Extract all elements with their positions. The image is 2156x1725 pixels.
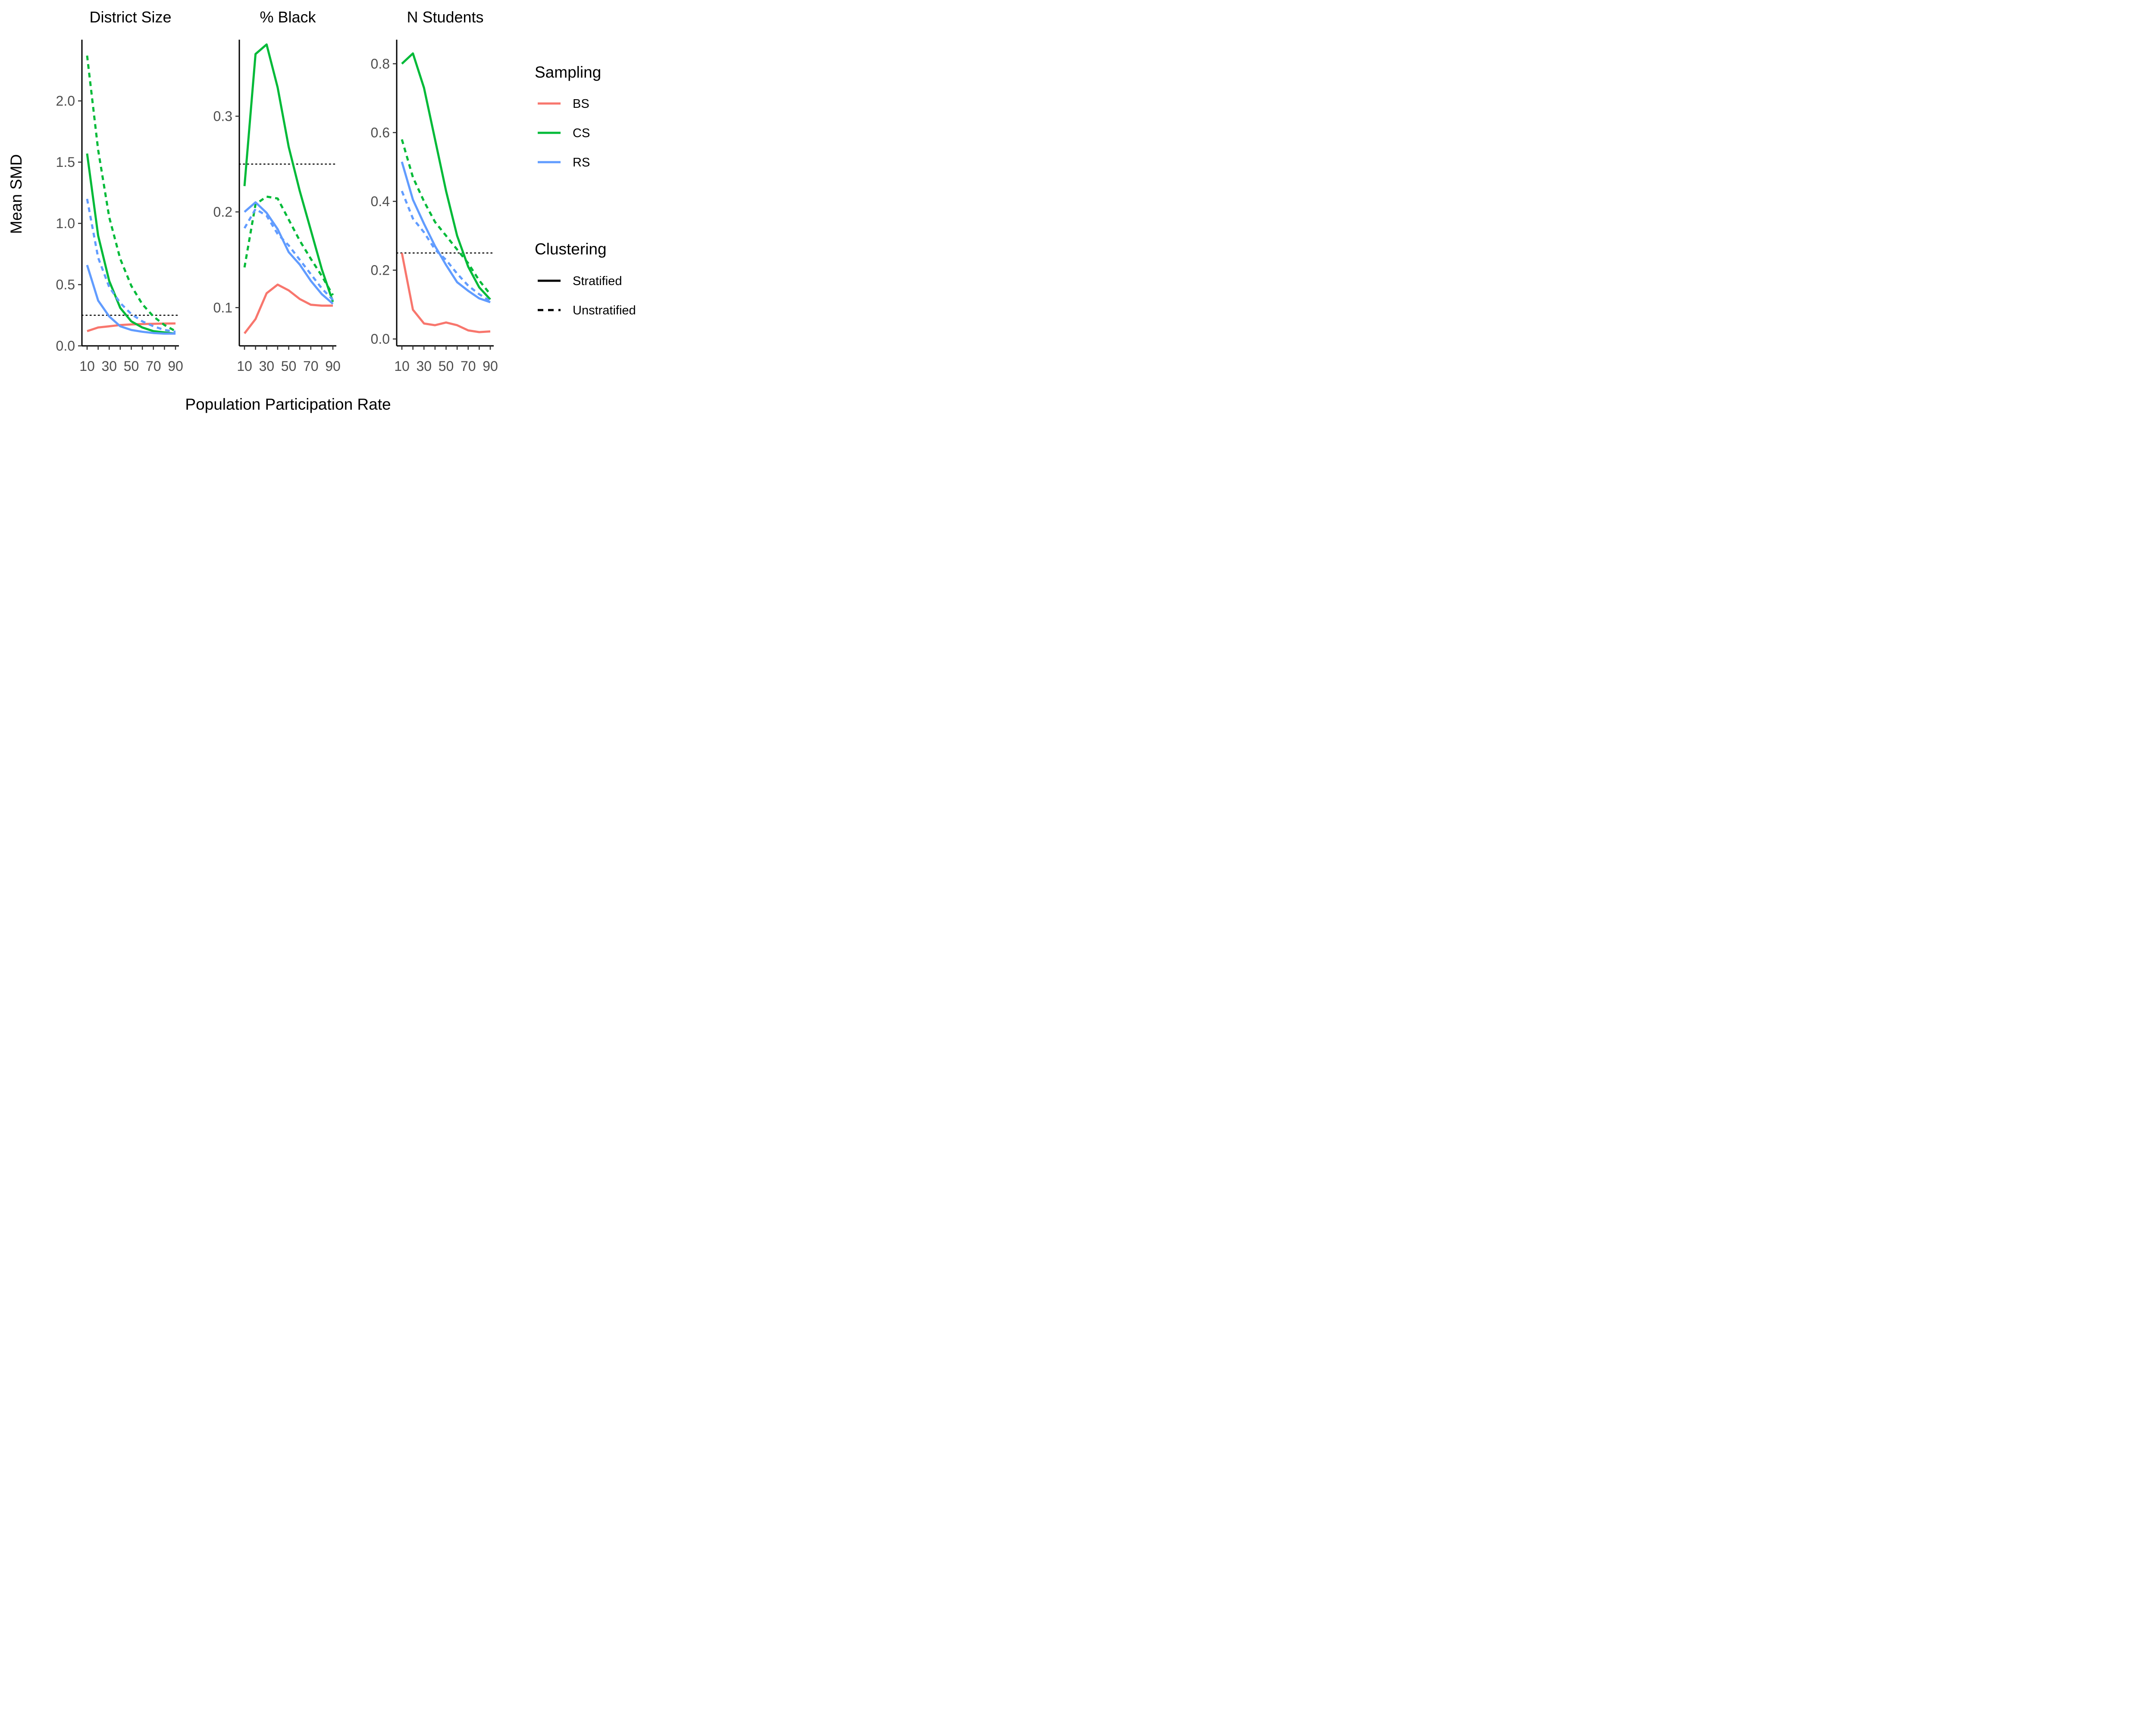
- series-line-rs-unstratified: [86, 198, 176, 333]
- x-tick-label: 30: [101, 358, 117, 374]
- x-tick-label: 70: [461, 358, 476, 374]
- y-tick-label: 1.0: [56, 216, 75, 231]
- x-axis-title: Population Participation Rate: [185, 395, 391, 413]
- x-tick-label: 10: [394, 358, 410, 374]
- y-tick-label: 0.1: [213, 300, 232, 315]
- x-tick-label: 30: [416, 358, 432, 374]
- y-tick-label: 1.5: [56, 154, 75, 170]
- series-line-cs-stratified: [401, 52, 491, 300]
- legend-label-unstratified: Unstratified: [573, 304, 636, 317]
- panel-district-size: District Size 0.0 0.5 1.0 1.5 2.0 10 30 50 70 90: [56, 8, 183, 374]
- panel-n-students: N Students 0.0 0.2 0.4 0.6 0.8 10 30 50 70 90: [371, 8, 498, 374]
- panel-title: % Black: [260, 8, 316, 26]
- x-tick-label: 10: [79, 358, 95, 374]
- series-line-rs-unstratified: [401, 191, 491, 302]
- legend-items: BS CS RS Stratified Unstratified: [538, 97, 636, 317]
- series-line-rs-unstratified: [243, 208, 334, 301]
- x-tick-label: 30: [259, 358, 274, 374]
- panel-black: % Black 0.1 0.2 0.3 10 30 50 70 90: [213, 8, 341, 374]
- y-axis-title: Mean SMD: [7, 154, 25, 234]
- legend-label-bs: BS: [573, 97, 589, 111]
- series-line-cs-unstratified: [86, 55, 176, 332]
- x-tick-label: 90: [483, 358, 498, 374]
- y-tick-label: 0.0: [371, 331, 390, 347]
- y-tick-label: 0.0: [56, 338, 75, 354]
- legend-sampling-title: Sampling: [535, 63, 601, 81]
- legend-label-rs: RS: [573, 156, 590, 169]
- x-tick-label: 50: [281, 358, 297, 374]
- x-tick-label: 90: [168, 358, 183, 374]
- x-tick-label: 70: [303, 358, 319, 374]
- series-line-bs-stratified: [244, 283, 333, 334]
- panel-title: N Students: [407, 8, 483, 26]
- x-tick-label: 90: [325, 358, 341, 374]
- legend: Sampling Clustering BS CS RS Stratified Unst…: [535, 63, 636, 317]
- y-tick-label: 0.4: [371, 194, 390, 209]
- y-tick-label: 0.2: [371, 262, 390, 278]
- y-tick-label: 0.2: [213, 204, 232, 220]
- series-line-cs-unstratified: [401, 139, 491, 295]
- series-line-rs-stratified: [86, 264, 175, 335]
- legend-label-stratified: Stratified: [573, 274, 622, 288]
- series-line-bs-stratified: [87, 322, 176, 332]
- y-tick-label: 0.3: [213, 109, 232, 124]
- y-tick-label: 0.6: [371, 125, 390, 140]
- x-tick-label: 10: [237, 358, 252, 374]
- series-line-cs-stratified: [243, 43, 334, 302]
- x-tick-label: 70: [146, 358, 161, 374]
- series-line-rs-stratified: [244, 201, 334, 305]
- y-tick-label: 0.5: [56, 277, 75, 292]
- series-line-cs-stratified: [86, 153, 176, 335]
- legend-clustering-title: Clustering: [535, 240, 607, 258]
- y-tick-label: 2.0: [56, 93, 75, 109]
- panel-title: District Size: [89, 8, 171, 26]
- series-line-rs-stratified: [401, 161, 491, 304]
- series-line-bs-stratified: [401, 253, 491, 333]
- y-tick-label: 0.8: [371, 56, 390, 72]
- legend-label-cs: CS: [573, 126, 590, 140]
- series-line-cs-unstratified: [243, 195, 334, 296]
- x-tick-label: 50: [439, 358, 454, 374]
- x-tick-label: 50: [124, 358, 139, 374]
